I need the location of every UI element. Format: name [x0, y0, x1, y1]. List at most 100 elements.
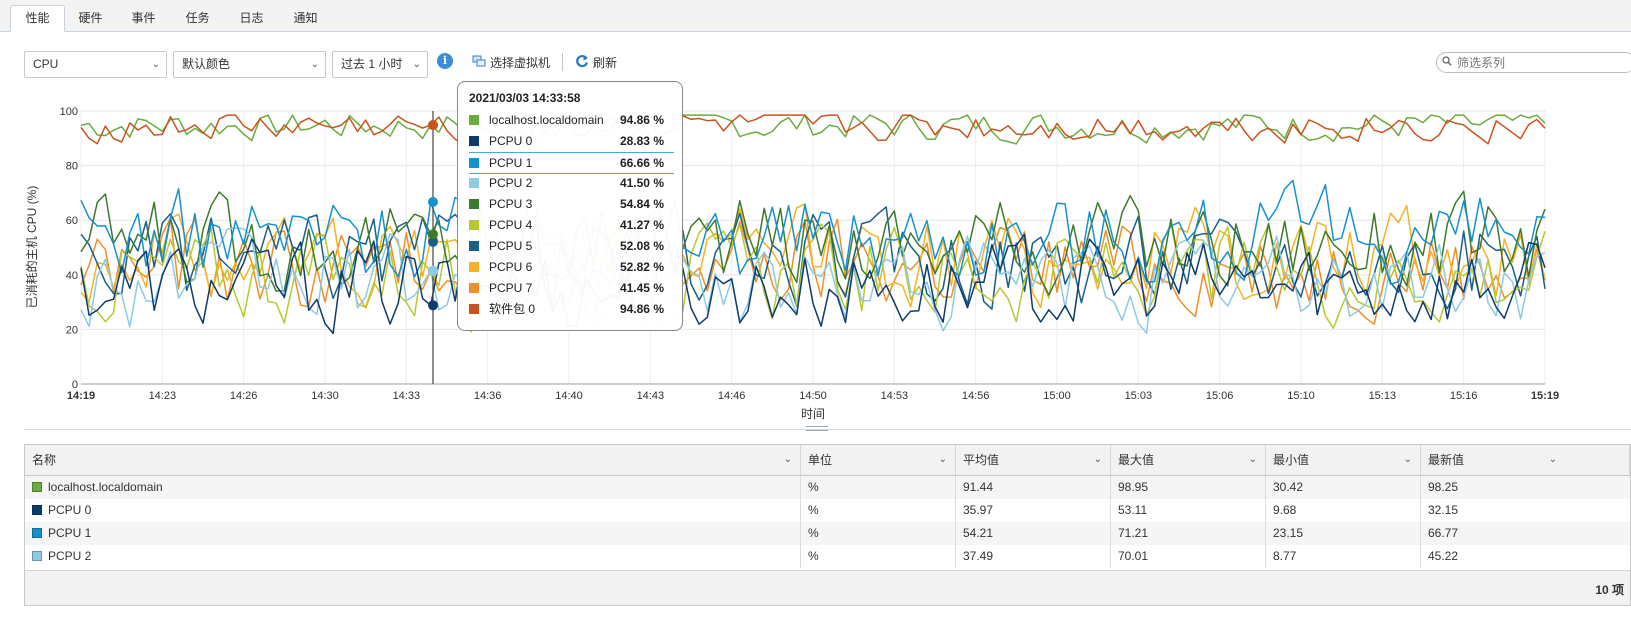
- series-swatch: [469, 262, 479, 272]
- series-hover-point: [428, 265, 438, 276]
- color-scheme-select[interactable]: 默认颜色 ⌄: [173, 51, 326, 78]
- series-swatch: [469, 304, 479, 314]
- series-line: [80, 233, 1546, 335]
- x-tick-label: 14:26: [230, 390, 258, 402]
- select-vm-button[interactable]: 选择虚拟机: [472, 53, 550, 73]
- series-line: [80, 114, 1546, 146]
- tooltip-series-value: 52.82 %: [619, 260, 664, 274]
- info-icon[interactable]: i: [437, 53, 453, 69]
- tab-bar: 性能 硬件 事件 任务 日志 通知: [0, 0, 1631, 32]
- cell-name: PCPU 2: [25, 545, 801, 568]
- series-swatch: [469, 283, 479, 293]
- panel-splitter: [24, 429, 1631, 430]
- series-swatch: [469, 220, 479, 230]
- series-swatch: [469, 136, 479, 146]
- tooltip-series-name: PCPU 5: [489, 239, 533, 253]
- x-tick-label: 15:10: [1287, 390, 1315, 402]
- y-tick-label: 20: [66, 324, 78, 336]
- series-name: PCPU 2: [48, 549, 92, 563]
- tooltip-row: PCPU 4 41.27 %: [469, 215, 674, 235]
- column-header-unit[interactable]: 单位 ⌄: [801, 445, 956, 475]
- cell-max: 71.21: [1111, 522, 1266, 545]
- column-header-name[interactable]: 名称 ⌄: [25, 445, 801, 475]
- chart-tooltip: 2021/03/03 14:33:58 localhost.localdomai…: [457, 81, 683, 331]
- tab-hardware[interactable]: 硬件: [78, 11, 103, 25]
- series-hover-point: [428, 300, 438, 311]
- tooltip-series-name: localhost.localdomain: [489, 113, 604, 127]
- x-tick-label: 14:43: [637, 390, 665, 402]
- tooltip-series-name: PCPU 3: [489, 197, 533, 211]
- series-swatch: [469, 115, 479, 125]
- tooltip-row: PCPU 0 28.83 %: [469, 131, 674, 151]
- column-header-average[interactable]: 平均值 ⌄: [956, 445, 1111, 475]
- metric-select[interactable]: CPU ⌄: [24, 51, 167, 78]
- column-header-min[interactable]: 最小值 ⌄: [1266, 445, 1421, 475]
- series-line: [80, 227, 1546, 334]
- table-row[interactable]: PCPU 0 % 35.97 53.11 9.68 32.15: [25, 499, 1630, 522]
- filter-series-input[interactable]: [1457, 54, 1627, 71]
- series-hover-point: [428, 120, 438, 131]
- refresh-button[interactable]: 刷新: [575, 53, 617, 73]
- series-name: PCPU 0: [48, 503, 92, 517]
- series-swatch: [32, 482, 42, 492]
- series-hover-point: [428, 197, 438, 208]
- x-tick-label: 15:03: [1125, 390, 1153, 402]
- x-tick-label: 15:19: [1531, 390, 1559, 402]
- chevron-down-icon: ⌄: [1548, 454, 1557, 465]
- y-tick-label: 80: [66, 161, 78, 173]
- tooltip-series-value: 28.83 %: [619, 134, 664, 148]
- series-line: [80, 179, 1546, 288]
- tooltip-series-value: 52.08 %: [619, 239, 664, 253]
- tooltip-series-name: PCPU 0: [489, 134, 533, 148]
- tooltip-row: PCPU 2 41.50 %: [469, 173, 674, 193]
- chevron-down-icon: ⌄: [151, 59, 160, 70]
- x-tick-label: 14:19: [67, 390, 95, 402]
- tooltip-series-name: PCPU 4: [489, 218, 533, 232]
- tooltip-series-value: 94.86 %: [619, 302, 664, 316]
- tab-tasks[interactable]: 任务: [185, 11, 210, 25]
- y-tick-labels: 0 20 40 60 80 100: [60, 106, 78, 391]
- cell-average: 35.97: [956, 499, 1111, 522]
- column-header-label: 最小值: [1273, 453, 1310, 467]
- chevron-down-icon: ⌄: [783, 454, 792, 465]
- tooltip-row: 软件包 0 94.86 %: [469, 299, 674, 319]
- splitter-grip-handle[interactable]: [806, 426, 828, 431]
- table-row[interactable]: localhost.localdomain % 91.44 98.95 30.4…: [25, 476, 1630, 499]
- tooltip-series-name: PCPU 1: [489, 156, 533, 170]
- tooltip-series-value: 41.50 %: [619, 176, 664, 190]
- tooltip-row: PCPU 5 52.08 %: [469, 236, 674, 256]
- filter-series-field[interactable]: [1436, 52, 1631, 73]
- tab-logs[interactable]: 日志: [239, 11, 264, 25]
- column-header-label: 单位: [808, 453, 833, 467]
- cell-min: 30.42: [1266, 476, 1421, 499]
- chart-series: [80, 114, 1546, 335]
- series-line: [80, 206, 1546, 311]
- cell-max: 53.11: [1111, 499, 1266, 522]
- cell-max: 98.95: [1111, 476, 1266, 499]
- time-range-select[interactable]: 过去 1 小时 ⌄: [332, 51, 428, 78]
- x-tick-label: 14:50: [799, 390, 827, 402]
- cell-unit: %: [801, 522, 956, 545]
- series-data-grid: 名称 ⌄ 单位 ⌄ 平均值 ⌄ 最大值 ⌄ 最小值 ⌄ 最新值 ⌄ localhost.lo…: [24, 444, 1631, 606]
- column-header-label: 名称: [32, 453, 57, 467]
- select-vm-label: 选择虚拟机: [490, 56, 551, 70]
- table-row[interactable]: PCPU 2 % 37.49 70.01 8.77 45.22: [25, 545, 1630, 568]
- table-row[interactable]: PCPU 1 % 54.21 71.21 23.15 66.77: [25, 522, 1630, 545]
- cell-min: 8.77: [1266, 545, 1421, 568]
- x-tick-label: 14:53: [881, 390, 909, 402]
- vm-icon: [472, 54, 486, 74]
- x-tick-label: 15:00: [1043, 390, 1071, 402]
- column-header-latest[interactable]: 最新值 ⌄: [1421, 445, 1630, 475]
- cell-average: 37.49: [956, 545, 1111, 568]
- x-tick-label: 15:13: [1369, 390, 1397, 402]
- tab-performance[interactable]: 性能: [10, 5, 65, 32]
- cell-name: PCPU 1: [25, 522, 801, 545]
- cell-latest: 98.25: [1428, 480, 1459, 494]
- tab-events[interactable]: 事件: [131, 11, 156, 25]
- chevron-down-icon: ⌄: [1403, 454, 1412, 465]
- column-header-label: 平均值: [963, 453, 1000, 467]
- column-header-max[interactable]: 最大值 ⌄: [1111, 445, 1266, 475]
- cell-name: PCPU 0: [25, 499, 801, 522]
- x-tick-label: 14:23: [149, 390, 177, 402]
- tab-notifications[interactable]: 通知: [293, 11, 318, 25]
